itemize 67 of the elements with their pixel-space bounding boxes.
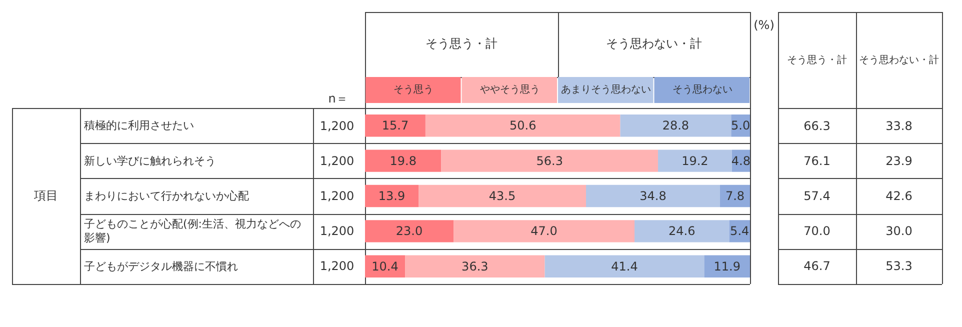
data-label: 13.9 (378, 189, 406, 203)
bar (365, 184, 419, 208)
bar (365, 220, 454, 242)
text: 76.1 (804, 154, 830, 168)
text: 46.7 (804, 259, 830, 274)
text: 1,200 (320, 259, 354, 274)
data-label: 36.3 (462, 259, 488, 274)
series-label: あまりそう思わない (561, 84, 652, 96)
bar (620, 114, 732, 137)
text: (%) (754, 18, 774, 32)
text: そう思う・計 (787, 54, 847, 67)
text: 1,200 (320, 118, 354, 133)
text: 23.9 (886, 154, 912, 168)
data-label: 19.8 (390, 154, 416, 168)
text: そう思わない・計 (606, 36, 702, 52)
series-label: そう思う (394, 84, 434, 96)
bar (586, 184, 720, 208)
text: 57.4 (804, 189, 830, 203)
text: 1,200 (320, 189, 354, 203)
text: 1,200 (320, 154, 354, 168)
text: 33.8 (886, 118, 912, 133)
series-label: そう思わない (672, 84, 732, 96)
data-label: 7.8 (725, 189, 745, 203)
bar (441, 150, 658, 172)
text: そう思う・計 (425, 36, 498, 52)
data-label: 28.8 (662, 118, 690, 133)
series-label: ややそう思う (480, 84, 540, 96)
data-label: 56.3 (536, 154, 563, 168)
data-label: 50.6 (509, 118, 536, 133)
bar (704, 255, 750, 278)
bar (365, 114, 426, 137)
bar (405, 255, 545, 278)
data-label: 47.0 (530, 224, 558, 238)
text: 66.3 (804, 118, 830, 133)
bar (454, 220, 634, 242)
data-label: 41.4 (611, 259, 638, 274)
text: 1,200 (320, 224, 354, 238)
bar (658, 150, 732, 172)
text: n＝ (328, 90, 348, 108)
bar (634, 220, 730, 242)
bar (544, 255, 704, 278)
text: 70.0 (804, 224, 830, 238)
data-label: 34.8 (640, 189, 666, 203)
y-tick-label: 子どものことが心配(例:生活、視力などへの影響) (84, 218, 301, 245)
bar (365, 150, 442, 172)
data-label: 11.9 (714, 259, 740, 274)
data-label: 23.0 (396, 224, 423, 238)
data-label: 43.5 (488, 189, 516, 203)
bar (418, 184, 586, 208)
data-label: 10.4 (372, 259, 398, 274)
data-label: 4.8 (731, 154, 750, 168)
data-label: 5.4 (730, 224, 750, 238)
text: そう思わない・計 (859, 54, 939, 67)
text: 30.0 (886, 224, 912, 238)
y-tick-label: 新しい学びに触れられそう (84, 154, 216, 168)
y-tick-label: 積極的に利用させたい (84, 119, 194, 132)
y-tick-label: まわりにおいて行かれないか心配 (84, 190, 249, 202)
data-label: 19.2 (682, 154, 708, 168)
data-label: 5.0 (731, 118, 750, 133)
bar (365, 255, 406, 278)
text: 42.6 (886, 189, 912, 203)
y-tick-label: 子どもがデジタル機器に不慣れ (84, 260, 238, 273)
data-label: 24.6 (668, 224, 696, 238)
bar (425, 114, 620, 137)
text: 項目 (34, 188, 58, 204)
text: 53.3 (886, 259, 912, 274)
data-label: 15.7 (382, 118, 409, 133)
